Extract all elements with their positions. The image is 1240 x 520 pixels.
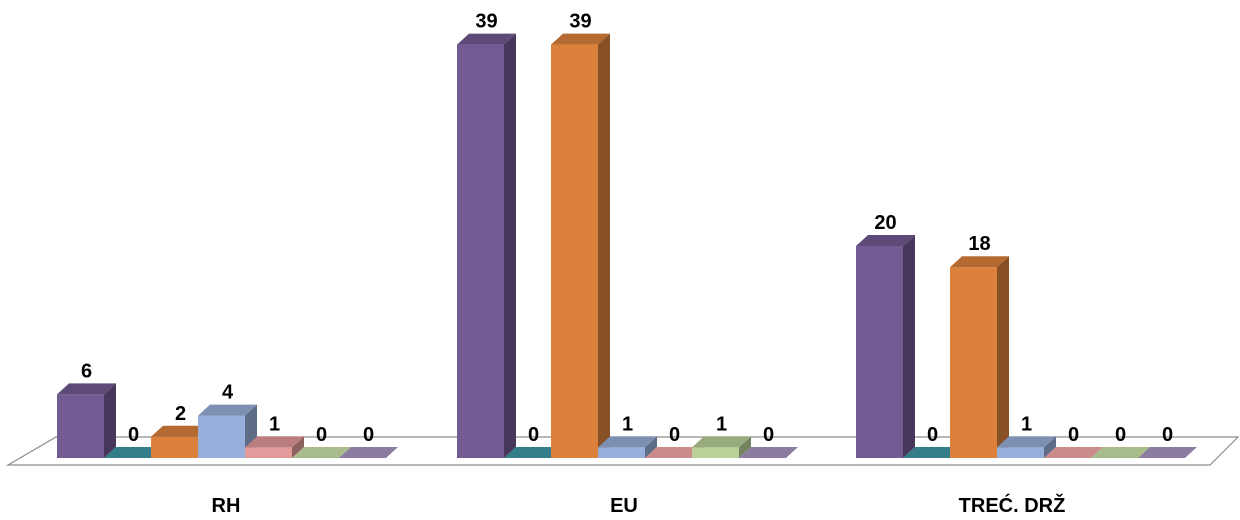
bar-top [856, 235, 915, 246]
bar-front [997, 447, 1044, 458]
bar-front [151, 436, 198, 458]
bar-top [997, 436, 1056, 448]
category-label: TREĆ. DRŽ [959, 493, 1066, 517]
bar-side [645, 436, 657, 458]
bar-rh-s7 [339, 447, 398, 458]
bar-front [198, 415, 245, 458]
bar-front [551, 44, 598, 458]
bar-eu-s2 [504, 447, 563, 458]
bar-top [104, 447, 163, 458]
bar-side [504, 33, 516, 458]
data-label: 18 [968, 233, 990, 255]
bar-side [997, 256, 1009, 458]
bar-front [245, 447, 292, 458]
bar-side [739, 436, 751, 458]
bar-eu-s4 [598, 436, 657, 458]
bar-front [692, 447, 739, 458]
bar-top [1044, 447, 1103, 458]
bar-front [57, 394, 104, 458]
bar-top [692, 436, 751, 448]
data-label: 0 [528, 424, 539, 446]
bar-top [339, 447, 398, 458]
bar-front [856, 246, 903, 458]
bar-rh-s6 [292, 447, 351, 458]
bar-front [950, 267, 997, 458]
bar-top [57, 383, 116, 395]
bar-top [1138, 447, 1197, 458]
bar-front [457, 44, 504, 458]
bar-rh-s2 [104, 447, 163, 458]
data-label: 39 [475, 11, 497, 33]
data-label: 1 [716, 413, 727, 435]
bar-top [457, 33, 516, 45]
bar-side [598, 33, 610, 458]
bar-rh-s1 [57, 383, 116, 458]
bar-top [1091, 447, 1150, 458]
bar-side [292, 436, 304, 458]
bar-eu-s7 [739, 447, 798, 458]
data-label: 4 [222, 382, 234, 404]
data-label: 0 [1115, 424, 1126, 446]
bar-side [104, 383, 116, 458]
data-label: 0 [669, 424, 680, 446]
bar-tredr-s1 [856, 235, 915, 458]
data-label: 2 [175, 403, 186, 425]
data-label: 0 [363, 424, 374, 446]
bar-top [598, 436, 657, 448]
bar-tredr-s7 [1138, 447, 1197, 458]
bar-top [645, 447, 704, 458]
data-label: 0 [1162, 424, 1173, 446]
bar-side [1044, 436, 1056, 458]
data-label: 0 [763, 424, 774, 446]
bar-rh-s5 [245, 436, 304, 458]
category-label: EU [610, 495, 638, 517]
bar-top [151, 425, 210, 437]
bar-side [903, 235, 915, 458]
data-label: 1 [622, 413, 633, 435]
bar-top [198, 404, 257, 416]
bar-top [245, 436, 304, 448]
bar-top [292, 447, 351, 458]
data-label: 0 [128, 424, 139, 446]
bar-tredr-s2 [903, 447, 962, 458]
bar-top [739, 447, 798, 458]
data-label: 6 [81, 360, 92, 382]
data-label: 1 [1021, 413, 1032, 435]
data-label: 0 [1068, 424, 1079, 446]
bar-top [950, 256, 1009, 268]
category-label: RH [212, 495, 241, 517]
bar-eu-s1 [457, 33, 516, 458]
data-label: 0 [927, 424, 938, 446]
data-label: 0 [316, 424, 327, 446]
bar-tredr-s4 [997, 436, 1056, 458]
bar-top [504, 447, 563, 458]
data-label: 20 [874, 212, 896, 234]
bar-eu-s3 [551, 33, 610, 458]
bar-top [551, 33, 610, 45]
data-label: 1 [269, 413, 280, 435]
bar-tredr-s6 [1091, 447, 1150, 458]
bar-front [598, 447, 645, 458]
bar-tredr-s5 [1044, 447, 1103, 458]
bar-top [903, 447, 962, 458]
bar-eu-s6 [692, 436, 751, 458]
bar-tredr-s3 [950, 256, 1009, 458]
bar-eu-s5 [645, 447, 704, 458]
data-label: 39 [569, 11, 591, 33]
